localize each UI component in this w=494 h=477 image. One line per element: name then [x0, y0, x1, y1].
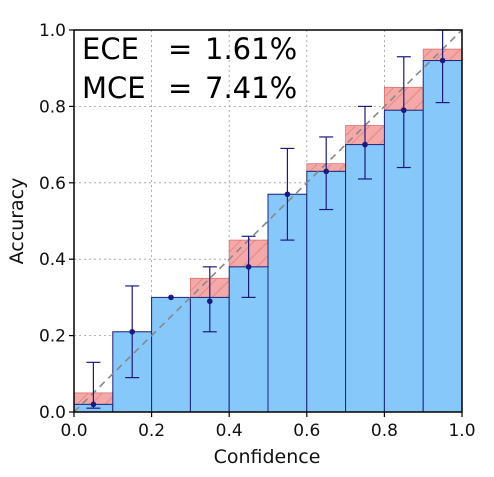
y-tick-label: 1.0	[39, 21, 66, 41]
x-tick-label: 1.0	[448, 421, 475, 441]
accuracy-point	[90, 401, 97, 408]
accuracy-point	[439, 57, 446, 64]
mce-value: 7.41%	[205, 71, 297, 105]
y-tick-label: 0.0	[39, 403, 66, 423]
accuracy-bar	[345, 144, 385, 413]
x-axis-label: Confidence	[214, 446, 321, 468]
accuracy-point	[401, 107, 407, 114]
y-tick-label: 0.6	[39, 174, 66, 194]
mce-equals: =	[168, 71, 192, 105]
accuracy-point	[323, 168, 330, 175]
x-tick-label: 0.2	[138, 421, 165, 441]
y-tick-label: 0.2	[39, 327, 66, 347]
mce-annotation: MCE = 7.41%	[82, 71, 297, 105]
accuracy-bar	[151, 296, 191, 413]
ece-equals: =	[168, 32, 192, 66]
accuracy-bar	[306, 170, 347, 413]
accuracy-bar	[422, 60, 463, 413]
x-tick-label: 0.8	[371, 421, 398, 441]
x-axis-ticks: 0.0 0.2 0.4 0.6 0.8 1.0	[60, 412, 476, 441]
accuracy-point	[245, 264, 252, 270]
x-tick-label: 0.0	[60, 421, 87, 441]
x-tick-label: 0.6	[293, 421, 320, 441]
accuracy-point	[168, 294, 174, 301]
ece-annotation: ECE = 1.61%	[82, 32, 297, 66]
mce-label: MCE	[82, 71, 146, 105]
y-tick-label: 0.4	[39, 250, 66, 270]
accuracy-point	[284, 191, 291, 198]
y-tick-label: 0.8	[39, 97, 66, 117]
ece-value: 1.61%	[205, 32, 297, 66]
perfect-calibration-line	[73, 29, 463, 413]
y-axis-ticks: 0.0 0.2 0.4 0.6 0.8 1.0	[39, 21, 74, 423]
x-tick-label: 0.4	[216, 421, 243, 441]
error-bars	[86, 29, 450, 409]
plot-frame	[73, 29, 463, 413]
accuracy-point	[207, 298, 213, 305]
accuracy-point	[362, 141, 368, 148]
accuracy-point	[129, 328, 135, 335]
y-axis-label: Accuracy	[6, 178, 28, 265]
ece-label: ECE	[82, 32, 139, 66]
